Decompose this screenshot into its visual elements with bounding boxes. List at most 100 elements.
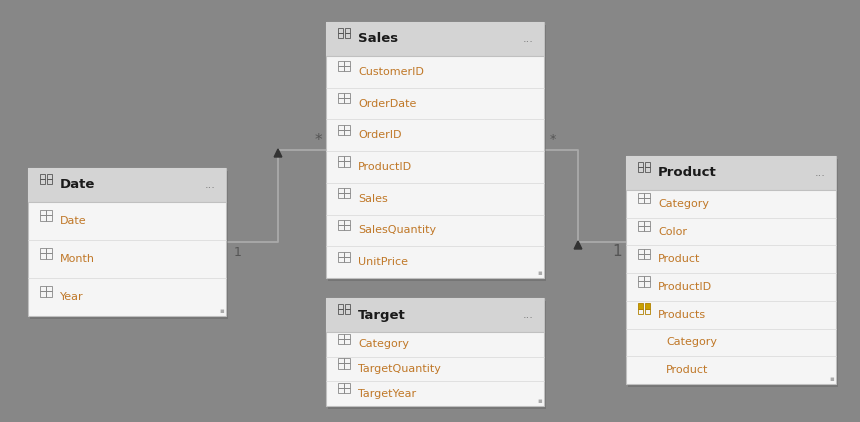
Text: Date: Date <box>60 179 95 192</box>
Bar <box>339 162 343 167</box>
Bar <box>638 303 643 309</box>
Bar <box>40 179 46 184</box>
Bar <box>46 179 52 184</box>
Bar <box>638 249 643 254</box>
Bar <box>339 157 343 162</box>
Bar <box>339 334 343 339</box>
Bar <box>339 225 343 230</box>
Bar <box>345 339 349 344</box>
Bar <box>644 276 649 281</box>
FancyBboxPatch shape <box>326 298 544 406</box>
Bar <box>345 27 350 33</box>
Bar <box>644 198 649 203</box>
Bar <box>338 303 343 309</box>
Text: *: * <box>550 133 556 146</box>
Text: 1: 1 <box>612 244 622 260</box>
Bar <box>345 33 350 38</box>
Text: *: * <box>314 133 322 148</box>
Bar <box>345 358 349 363</box>
Bar <box>345 130 349 135</box>
Text: Category: Category <box>358 339 409 349</box>
Bar <box>345 388 349 393</box>
Bar <box>339 130 343 135</box>
Polygon shape <box>274 149 282 157</box>
Bar <box>40 211 46 216</box>
Bar <box>345 188 349 193</box>
Bar <box>345 61 349 66</box>
Text: Year: Year <box>60 292 83 302</box>
Text: CustomerID: CustomerID <box>358 67 424 77</box>
Bar <box>345 93 349 98</box>
Bar <box>638 309 643 314</box>
Bar <box>339 358 343 363</box>
Text: TargetYear: TargetYear <box>358 389 416 399</box>
Text: ...: ... <box>206 180 216 190</box>
Bar <box>339 193 343 198</box>
Bar <box>638 193 643 198</box>
Text: TargetQuantity: TargetQuantity <box>358 364 441 374</box>
Bar <box>339 98 343 103</box>
Text: Product: Product <box>666 365 709 375</box>
Text: Category: Category <box>666 338 717 347</box>
Bar <box>638 162 643 167</box>
FancyBboxPatch shape <box>326 22 544 278</box>
Bar <box>644 303 650 309</box>
Bar <box>339 363 343 368</box>
Text: OrderDate: OrderDate <box>358 99 416 108</box>
Bar <box>644 249 649 254</box>
Text: Sales: Sales <box>358 32 398 46</box>
Polygon shape <box>574 241 582 249</box>
Text: 1: 1 <box>234 246 242 259</box>
Bar <box>345 383 349 388</box>
Bar <box>644 193 649 198</box>
Bar <box>339 252 343 257</box>
Bar <box>339 339 343 344</box>
Bar <box>638 254 643 259</box>
Bar <box>40 216 46 221</box>
Bar <box>638 198 643 203</box>
Bar <box>338 33 343 38</box>
Text: UnitPrice: UnitPrice <box>358 257 408 267</box>
Bar <box>644 162 650 167</box>
Bar <box>338 309 343 314</box>
FancyBboxPatch shape <box>328 25 546 281</box>
Bar <box>46 173 52 179</box>
Text: ▪: ▪ <box>538 398 542 404</box>
Bar <box>46 211 52 216</box>
Bar <box>638 221 643 226</box>
Text: ...: ... <box>523 34 534 44</box>
Bar <box>338 27 343 33</box>
Bar <box>638 276 643 281</box>
Text: ...: ... <box>815 168 826 178</box>
Bar <box>40 249 46 254</box>
Bar <box>638 281 643 287</box>
Bar <box>339 125 343 130</box>
Bar <box>345 252 349 257</box>
Bar <box>339 220 343 225</box>
Bar <box>40 287 46 292</box>
Bar <box>46 249 52 254</box>
Bar <box>345 363 349 368</box>
Text: SalesQuantity: SalesQuantity <box>358 225 436 235</box>
Bar <box>638 167 643 173</box>
Bar <box>638 226 643 231</box>
Bar <box>345 225 349 230</box>
Text: OrderID: OrderID <box>358 130 402 140</box>
Text: Target: Target <box>358 308 406 322</box>
Text: Sales: Sales <box>358 194 388 204</box>
Bar <box>345 220 349 225</box>
Bar <box>345 303 350 309</box>
Bar <box>345 125 349 130</box>
Bar <box>345 157 349 162</box>
Bar <box>339 66 343 71</box>
Bar <box>345 98 349 103</box>
Text: ▪: ▪ <box>829 376 834 382</box>
Bar <box>345 162 349 167</box>
FancyBboxPatch shape <box>30 171 228 319</box>
Bar <box>40 173 46 179</box>
FancyBboxPatch shape <box>28 168 226 316</box>
Bar <box>46 216 52 221</box>
Text: ▪: ▪ <box>219 308 224 314</box>
Text: ...: ... <box>523 310 534 320</box>
Text: ProductID: ProductID <box>358 162 412 172</box>
